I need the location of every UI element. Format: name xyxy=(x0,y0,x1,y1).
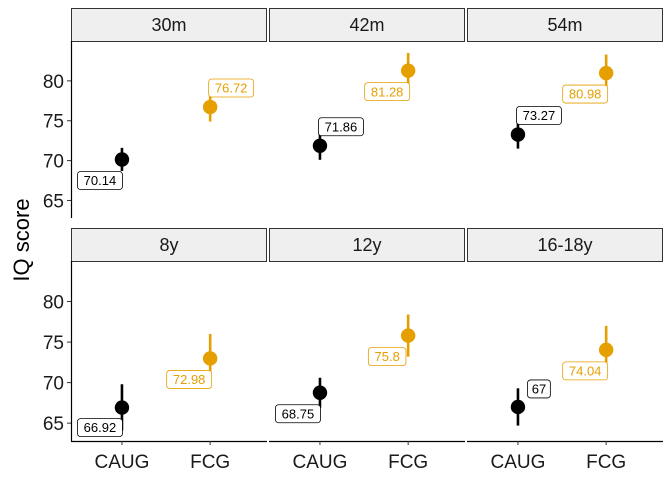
facet-panel-30m: 30m 65 70 75 80 70.14 76.72 xyxy=(43,8,267,218)
x-tick-label: FCG xyxy=(190,452,230,473)
data-label-box xyxy=(562,84,609,104)
x-tick-label: CAUG xyxy=(293,452,348,473)
point-fcg xyxy=(400,328,416,343)
x-tick-label: CAUG xyxy=(95,452,150,473)
x-tick-label: FCG xyxy=(586,452,626,473)
point-caug xyxy=(312,138,328,153)
data-label-box xyxy=(77,418,123,437)
facet-panel-16-18y: 16-18y CAUG FCG 67 74.04 xyxy=(467,228,663,473)
data-label-box xyxy=(367,347,407,366)
point-fcg xyxy=(598,342,614,358)
point-caug xyxy=(114,400,130,415)
facet-panel-54m: 54m 73.27 80.98 xyxy=(467,8,663,149)
facet-panels: 30m 65 70 75 80 70.14 76.72 42m 71.86 81.28 54m 73.… xyxy=(43,8,663,473)
facet-strip xyxy=(467,8,663,42)
x-tick-label: CAUG xyxy=(491,452,546,473)
data-label-box xyxy=(364,82,411,102)
y-tick-label: 75 xyxy=(43,333,64,354)
point-caug xyxy=(114,152,130,167)
point-caug xyxy=(510,399,526,415)
data-label: 66.92 xyxy=(84,420,117,435)
y-tick-label: 70 xyxy=(43,374,64,395)
y-tick-label: 65 xyxy=(43,414,64,435)
data-label: 75.8 xyxy=(375,349,400,364)
y-tick-label: 70 xyxy=(43,152,64,173)
data-label-box xyxy=(208,78,255,98)
data-label: 73.27 xyxy=(523,108,556,123)
data-label: 81.28 xyxy=(371,84,404,99)
data-label: 71.86 xyxy=(325,119,358,134)
data-label: 74.04 xyxy=(569,363,602,378)
data-label: 68.75 xyxy=(282,406,315,421)
y-tick-label: 75 xyxy=(43,112,64,133)
y-axis-title: IQ score xyxy=(9,198,34,281)
facet-strip xyxy=(269,228,465,262)
data-label: 72.98 xyxy=(173,372,206,387)
point-fcg xyxy=(202,99,218,115)
facet-title: 16-18y xyxy=(537,235,592,255)
point-caug xyxy=(312,385,328,400)
x-tick-label: FCG xyxy=(388,452,428,473)
data-label-box xyxy=(527,379,551,399)
data-label: 76.72 xyxy=(215,81,248,96)
data-label-box xyxy=(275,404,321,424)
data-label-box xyxy=(516,106,562,125)
facet-title: 42m xyxy=(349,15,384,35)
y-tick-label: 80 xyxy=(43,72,64,93)
data-label-box xyxy=(77,171,123,190)
facet-strip xyxy=(71,228,267,262)
point-caug xyxy=(510,127,526,142)
facet-title: 30m xyxy=(151,15,186,35)
y-tick-label: 65 xyxy=(43,191,64,212)
facet-panel-12y: 12y CAUG FCG 68.75 75.8 xyxy=(269,228,465,473)
data-label-box xyxy=(318,117,364,137)
facet-strip xyxy=(467,228,663,262)
data-label: 70.14 xyxy=(84,173,117,188)
data-label: 67 xyxy=(532,382,546,397)
facet-title: 54m xyxy=(547,15,582,35)
point-fcg xyxy=(400,63,416,78)
point-fcg xyxy=(202,351,218,366)
y-tick-label: 80 xyxy=(43,293,64,314)
data-label-box xyxy=(562,361,609,381)
facet-title: 12y xyxy=(352,235,381,255)
facet-title: 8y xyxy=(159,235,178,255)
facet-strip xyxy=(269,8,465,42)
data-label-box xyxy=(166,370,213,389)
data-label: 80.98 xyxy=(569,87,602,102)
facet-panel-8y: 8y 65 70 75 80 CAUG FCG 66.92 72.98 xyxy=(43,228,267,473)
point-fcg xyxy=(598,65,614,81)
facet-strip xyxy=(71,8,267,42)
facet-panel-42m: 42m 71.86 81.28 xyxy=(269,8,465,160)
